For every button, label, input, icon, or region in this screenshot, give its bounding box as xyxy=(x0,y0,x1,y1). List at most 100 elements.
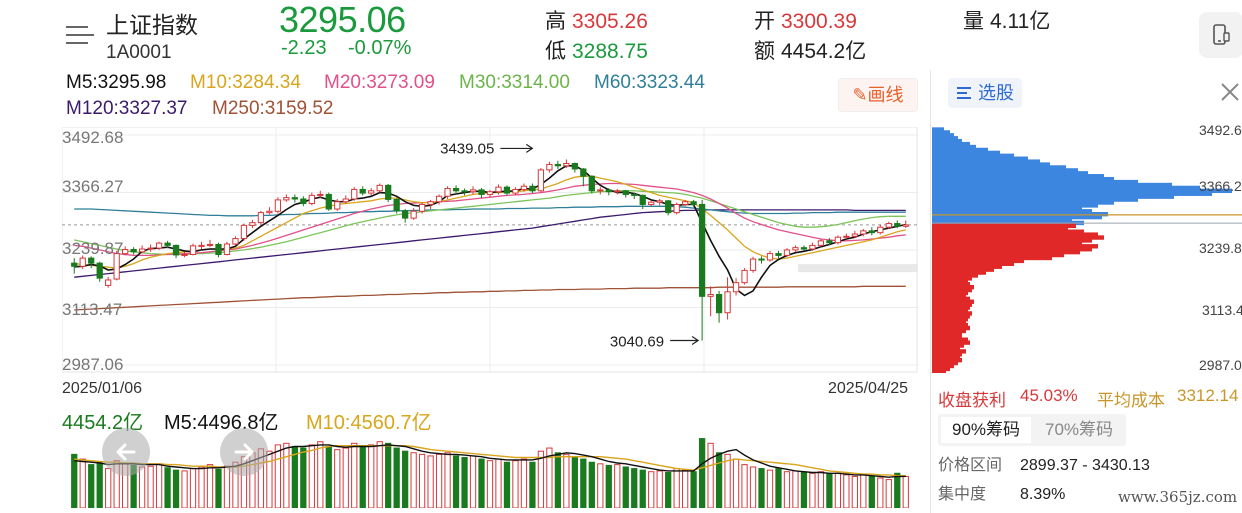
profit-ratio-value: 45.03% xyxy=(1020,386,1078,405)
candle-body xyxy=(385,184,392,200)
average-cost-label: 平均成本 xyxy=(1097,391,1165,410)
candle-body xyxy=(503,186,511,194)
candle-body xyxy=(588,175,595,192)
volume-bar xyxy=(783,471,791,508)
volume-bar xyxy=(317,441,324,508)
candle-body xyxy=(495,186,502,193)
candle-body xyxy=(673,203,680,214)
chip-bar xyxy=(932,136,958,141)
candle-body xyxy=(232,238,239,245)
chip-bar xyxy=(932,174,1104,179)
low-annotation: 3040.69 xyxy=(610,333,664,350)
m60-line xyxy=(74,205,906,217)
candle xyxy=(283,194,290,202)
volume-bar xyxy=(283,442,290,508)
candle xyxy=(631,192,638,199)
volume-bar xyxy=(300,447,307,508)
volume-bar xyxy=(452,455,460,508)
candle-body xyxy=(317,193,324,196)
stock-select-button[interactable]: 选股 xyxy=(948,78,1022,108)
price-change: -2.23 xyxy=(281,37,327,59)
chip-bar xyxy=(932,360,958,366)
candle xyxy=(215,242,222,258)
candle xyxy=(503,185,511,196)
candle-body xyxy=(444,188,451,197)
volume-bar xyxy=(682,469,689,508)
candle xyxy=(698,199,706,341)
volume-bar xyxy=(138,466,146,508)
candle xyxy=(868,227,875,236)
volume-bar xyxy=(826,473,833,508)
candle-body xyxy=(682,201,689,205)
previous-button[interactable] xyxy=(102,428,150,476)
chip-bar xyxy=(932,314,970,319)
amount-stat: 额 4454.2亿 xyxy=(754,35,866,65)
candle xyxy=(147,244,154,252)
chip-bar xyxy=(932,308,968,313)
candle xyxy=(800,245,808,251)
chip-price-tick: 3239.8 xyxy=(1199,240,1242,256)
candle xyxy=(520,183,528,192)
y-tick-label: 2987.06 xyxy=(62,355,124,374)
volume-bar xyxy=(486,460,494,508)
device-toggle-button[interactable] xyxy=(1199,12,1242,58)
volume-bar xyxy=(529,461,536,508)
volume-bar xyxy=(715,452,723,508)
candle-body xyxy=(800,247,808,250)
tab-90-chips[interactable]: 90%筹码 xyxy=(941,417,1031,443)
volume-bar xyxy=(885,479,892,508)
menu-icon[interactable] xyxy=(66,24,94,46)
volume-bar xyxy=(469,455,477,508)
volume-label: 量 xyxy=(963,10,984,33)
candle xyxy=(639,194,646,210)
chip-bar xyxy=(932,311,972,316)
chip-bar xyxy=(932,214,1102,220)
candle-body xyxy=(351,188,358,200)
candle xyxy=(860,229,867,237)
candlestick-chart[interactable]: 3439.05 3040.69 xyxy=(62,127,918,373)
candle-body xyxy=(868,230,875,234)
volume-bar xyxy=(673,468,680,508)
volume-bar xyxy=(88,464,95,508)
candle-body xyxy=(826,240,833,244)
volume-bar xyxy=(155,463,163,508)
list-icon xyxy=(957,87,971,99)
candle xyxy=(478,188,485,199)
candle-body xyxy=(597,189,604,192)
chip-bar xyxy=(932,147,988,153)
volume-chart[interactable] xyxy=(62,433,918,508)
volume-bar xyxy=(164,467,171,508)
candle-body xyxy=(435,195,443,203)
chip-bar xyxy=(932,139,962,144)
candle xyxy=(622,189,629,198)
candle-body xyxy=(147,247,154,250)
candle-body xyxy=(698,203,706,297)
chip-price-tick: 3492.6 xyxy=(1199,122,1242,138)
low-stat: 低 3288.75 xyxy=(545,35,648,65)
candle-body xyxy=(215,243,222,255)
candle-body xyxy=(452,188,460,192)
chart-border xyxy=(62,127,918,373)
phone-icon xyxy=(1213,24,1230,45)
volume-bar xyxy=(800,472,808,508)
volume-bar xyxy=(172,469,180,508)
tab-70-chips[interactable]: 70%筹码 xyxy=(1044,420,1114,439)
volume-bar xyxy=(631,468,638,508)
chip-bar xyxy=(932,141,970,147)
chip-bar xyxy=(932,206,1082,211)
candle xyxy=(715,290,723,323)
chip-bar xyxy=(932,264,1002,269)
candle-body xyxy=(631,193,638,196)
candle xyxy=(418,202,426,214)
candle xyxy=(351,187,358,201)
chip-bar xyxy=(932,267,994,272)
chip-bar xyxy=(932,226,1068,231)
volume-bar xyxy=(690,471,697,508)
candle xyxy=(96,261,103,282)
candle xyxy=(894,220,901,229)
next-button[interactable] xyxy=(220,428,268,476)
volume-bar xyxy=(665,472,672,508)
close-icon[interactable] xyxy=(1218,80,1242,104)
candle xyxy=(130,247,137,255)
draw-line-button[interactable]: ✎画线 xyxy=(838,78,918,112)
